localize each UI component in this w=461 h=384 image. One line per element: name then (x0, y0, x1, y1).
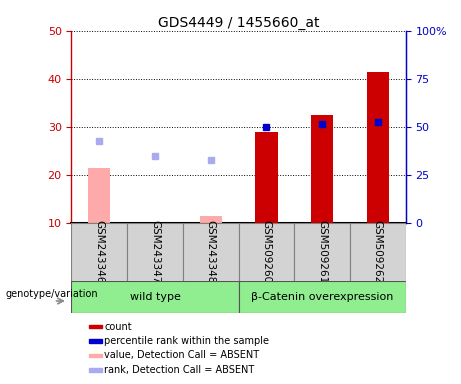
Text: value, Detection Call = ABSENT: value, Detection Call = ABSENT (104, 350, 260, 360)
Text: GSM509260: GSM509260 (261, 220, 272, 283)
Text: GSM243348: GSM243348 (206, 220, 216, 283)
Text: GSM243347: GSM243347 (150, 220, 160, 283)
Bar (255, 131, 278, 223)
Text: rank, Detection Call = ABSENT: rank, Detection Call = ABSENT (104, 365, 254, 375)
Bar (89, 354, 102, 357)
Bar (200, 215, 222, 223)
Bar (71, 223, 127, 282)
Bar (350, 223, 406, 282)
Text: GSM509261: GSM509261 (317, 220, 327, 283)
Bar (89, 339, 102, 343)
Text: GSM243346: GSM243346 (95, 220, 104, 283)
Bar (311, 115, 333, 223)
Bar (71, 281, 239, 313)
Bar (366, 71, 389, 223)
Text: percentile rank within the sample: percentile rank within the sample (104, 336, 269, 346)
Text: wild type: wild type (130, 292, 180, 302)
Bar (238, 223, 294, 282)
Bar (294, 223, 350, 282)
Bar (239, 281, 406, 313)
Bar (88, 167, 111, 223)
Bar (89, 368, 102, 371)
Title: GDS4449 / 1455660_at: GDS4449 / 1455660_at (158, 16, 319, 30)
Bar (89, 325, 102, 328)
Text: count: count (104, 322, 132, 332)
Text: β-Catenin overexpression: β-Catenin overexpression (251, 292, 393, 302)
Text: GSM509262: GSM509262 (373, 220, 383, 283)
Bar (183, 223, 238, 282)
Bar (127, 223, 183, 282)
Text: genotype/variation: genotype/variation (6, 289, 98, 299)
